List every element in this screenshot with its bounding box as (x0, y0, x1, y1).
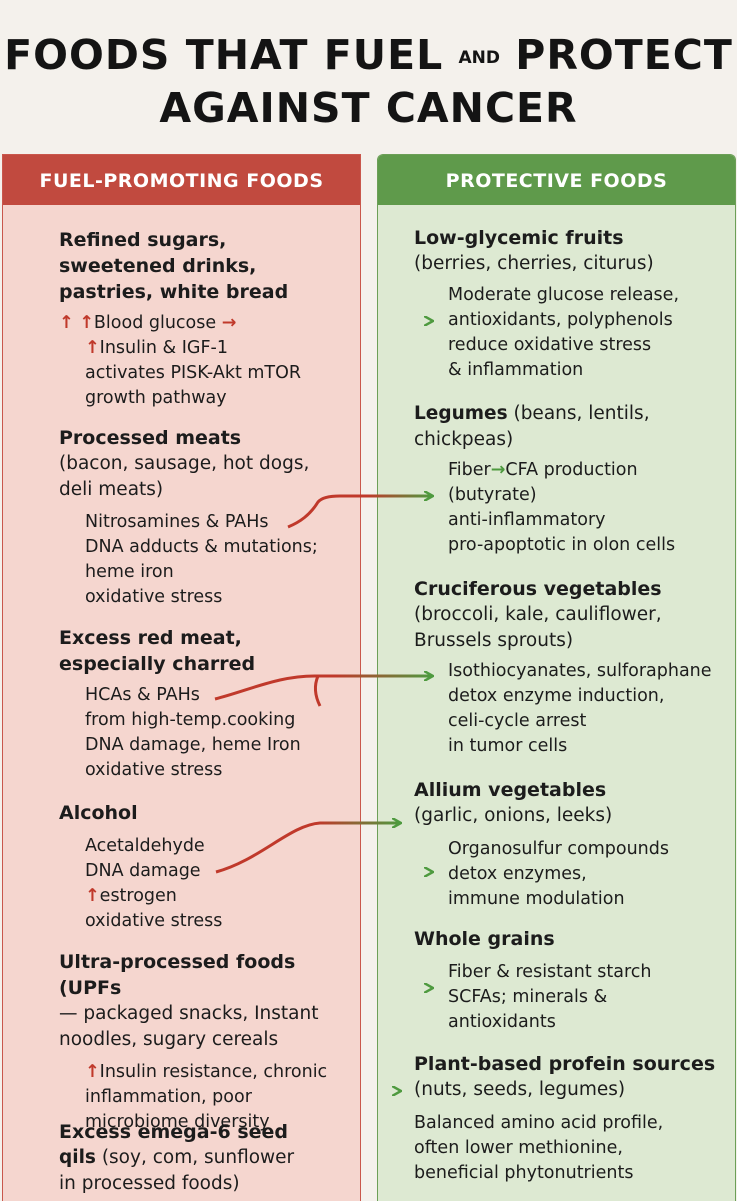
item-title: sweetened drinks, (59, 255, 257, 277)
item-title: Allium vegetables (414, 779, 607, 801)
item-detail: Fiber→CFA production (448, 460, 638, 480)
protect-item-cruciferous: Cruciferous vegetables (broccoli, kale, … (414, 576, 712, 759)
item-detail: activates PISK-Akt mTOR (85, 363, 302, 383)
item-detail: Acetaldehyde (85, 836, 205, 856)
fuel-item-alcohol: Alcohol Acetaldehyde DNA damage ↑estroge… (59, 800, 222, 934)
item-title: Excess emega-6 seed (59, 1121, 289, 1143)
fuel-item-upf: Ultra-processed foods (UPFs — packaged s… (59, 949, 360, 1135)
item-detail: DNA adducts & mutations; (85, 537, 318, 557)
item-subtitle: in processed foods) (59, 1172, 240, 1194)
right-arrow-icon: → (221, 313, 237, 333)
item-detail: DNA damage, heme Iron (85, 735, 301, 755)
item-subtitle: (berries, cherries, citurus) (414, 253, 654, 274)
item-detail: & inflammation (448, 359, 584, 380)
item-detail: oxidative stress (85, 587, 223, 607)
protect-item-allium: Allium vegetables (garlic, onions, leeks… (414, 777, 669, 912)
protect-item-fruits: Low-glycemic fruits (berries, cherries, … (414, 225, 679, 383)
item-detail: (butyrate) (448, 485, 537, 505)
item-detail: microbiome diversity (85, 1112, 270, 1132)
item-detail: detox enzyme induction, (448, 686, 665, 706)
item-subtitle: — packaged snacks, Instant (59, 1003, 319, 1024)
item-subtitle: (garlic, onions, leeks) (414, 805, 613, 826)
item-title: especially charred (59, 653, 256, 675)
item-detail: inflammation, poor (85, 1087, 252, 1107)
right-arrow-icon: → (490, 460, 506, 480)
item-detail: heme iron (85, 562, 174, 582)
item-detail: detox enzymes, (448, 863, 587, 884)
item-detail: Nitrosamines & PAHs (85, 512, 269, 532)
item-title: Plant-based profein sources (414, 1053, 716, 1075)
item-subtitle: qils (soy, com, sunflower (59, 1147, 295, 1168)
item-detail: ↑estrogen (85, 886, 177, 906)
fuel-item-refined-sugars: Refined sugars, sweetened drinks, pastri… (59, 227, 301, 411)
item-subtitle: chickpeas) (414, 428, 514, 450)
item-title: Cruciferous vegetables (414, 578, 662, 600)
item-subtitle: (nuts, seeds, legumes) (414, 1079, 626, 1100)
item-title: pastries, white bread (59, 281, 289, 303)
protect-item-legumes: Legumes (beans, lentils, chickpeas) Fibe… (414, 401, 675, 558)
item-detail: ↑Insulin resistance, chronic (85, 1062, 328, 1082)
title-and: AND (458, 48, 501, 68)
item-detail: anti-inflammatory (448, 510, 606, 530)
fuel-panel: FUEL-PROMOTING FOODS Refined sugars, swe… (2, 154, 361, 1201)
title-line1-a: FOODS THAT FUEL (4, 31, 444, 79)
item-title: Whole grains (414, 928, 555, 950)
item-detail: Moderate glucose release, (448, 284, 680, 305)
fuel-item-processed-meats: Processed meats (bacon, sausage, hot dog… (59, 425, 318, 610)
fuel-item-red-meat: Excess red meat, especially charred HCAs… (59, 625, 301, 783)
item-subtitle: Brussels sprouts) (414, 629, 574, 651)
protect-header: PROTECTIVE FOODS (378, 155, 735, 205)
item-detail: ↑ ↑Blood glucose → (59, 313, 237, 333)
title-line2: AGAINST CANCER (159, 84, 578, 132)
item-subtitle: deli meats) (59, 478, 164, 500)
item-subtitle: noodles, sugary cereals (59, 1028, 279, 1050)
item-detail: immune modulation (448, 888, 625, 909)
up-arrow-icon: ↑ (85, 886, 100, 906)
item-detail: reduce oxidative stress (448, 334, 652, 355)
item-detail: antioxidants (448, 1012, 556, 1032)
protect-item-whole-grains: Whole grains Fiber & resistant starch SC… (414, 926, 652, 1035)
item-title: Ultra-processed foods (UPFs (59, 951, 296, 999)
item-detail: pro-apoptotic in olon cells (448, 535, 676, 555)
item-title: Alcohol (59, 802, 138, 824)
item-detail: celi-cycle arrest (448, 711, 587, 731)
item-detail: Fiber & resistant starch (448, 962, 652, 982)
item-detail: oxidative stress (85, 911, 223, 931)
item-detail: from high-temp.cooking (85, 710, 296, 730)
item-detail: Balanced amino acid profile, (414, 1112, 664, 1133)
item-subtitle: (broccoli, kale, cauliflower, (414, 604, 662, 625)
item-detail: growth pathway (85, 388, 227, 408)
item-title: Legumes (beans, lentils, (414, 403, 650, 424)
item-detail: beneficial phytonutrients (414, 1162, 634, 1183)
item-detail: Isothiocyanates, sulforaphane (448, 661, 712, 681)
item-title: Processed meats (59, 427, 242, 449)
item-detail: HCAs & PAHs (85, 685, 200, 705)
item-detail: ↑Insulin & IGF-1 (85, 338, 228, 358)
up-arrow-icon: ↑ (79, 313, 94, 333)
fuel-item-omega6: Excess emega-6 seed qils (soy, com, sunf… (59, 1119, 294, 1196)
item-detail: oxidative stress (85, 760, 223, 780)
item-detail: often lower methionine, (414, 1137, 623, 1158)
fuel-header: FUEL-PROMOTING FOODS (3, 155, 360, 205)
protect-panel: PROTECTIVE FOODS Low-glycemic fruits (be… (377, 154, 736, 1201)
item-detail: SCFAs; minerals & (448, 987, 608, 1007)
title-line1-b: PROTECT (515, 31, 733, 79)
up-arrow-icon: ↑ (85, 338, 100, 358)
up-arrow-icon: ↑ (59, 313, 74, 333)
item-detail: Organosulfur compounds (448, 838, 669, 859)
page-title: FOODS THAT FUEL AND PROTECT AGAINST CANC… (0, 30, 737, 133)
item-title: Excess red meat, (59, 627, 242, 649)
item-title: Refined sugars, (59, 229, 227, 251)
item-detail: in tumor cells (448, 736, 568, 756)
item-subtitle: (bacon, sausage, hot dogs, (59, 453, 310, 474)
protect-item-plant-protein: Plant-based profein sources (nuts, seeds… (414, 1051, 715, 1186)
item-detail: DNA damage (85, 861, 201, 881)
item-title: Low-glycemic fruits (414, 227, 624, 249)
up-arrow-icon: ↑ (85, 1062, 100, 1082)
item-detail: antioxidants, polyphenols (448, 309, 673, 330)
